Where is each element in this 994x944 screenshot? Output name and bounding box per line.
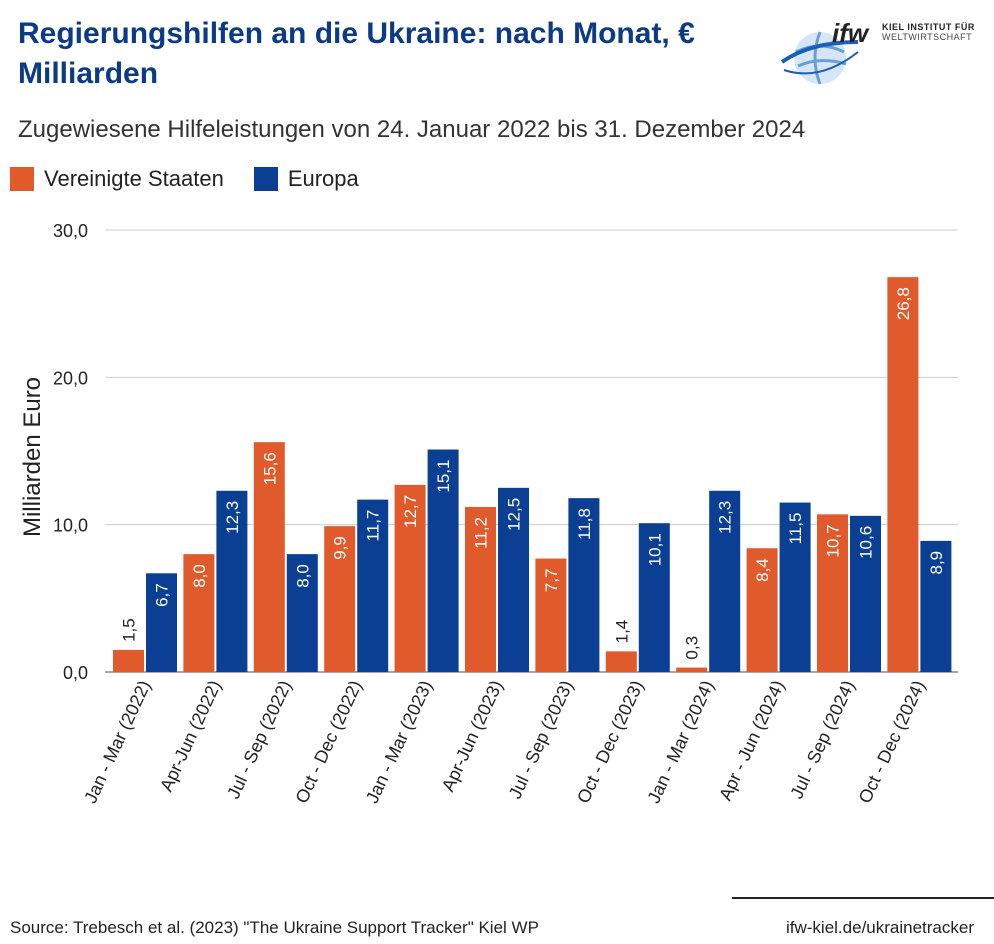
data-label: 11,8 [575, 508, 594, 540]
data-label: 15,6 [260, 452, 279, 485]
bar [498, 487, 529, 672]
data-label: 1,4 [612, 620, 631, 644]
x-tick-label: Jul - Sep (2023) [505, 677, 577, 802]
bar-chart: 0,0 10,0 20,0 30,0 Milliarden Euro 1,5 6,7 Jan … [19, 221, 958, 806]
logo-line-1: KIEL INSTITUT FÜR [882, 22, 975, 32]
bar [605, 651, 637, 672]
data-label: 1,5 [120, 618, 139, 642]
bar [465, 506, 496, 672]
bar [427, 449, 459, 672]
legend-swatch-us [10, 167, 34, 191]
data-label: 6,7 [153, 583, 172, 607]
x-tick-label: Oct - Dec (2022) [291, 677, 365, 806]
legend-label-us: Vereinigte Staaten [44, 166, 224, 191]
y-tick-label: 10,0 [53, 516, 88, 536]
source-note: Source: Trebesch et al. (2023) "The Ukra… [10, 918, 539, 937]
legend-label-europe: Europa [287, 166, 359, 191]
legend-swatch-europe [253, 167, 278, 191]
x-tick-label: Jan - Mar (2022) [80, 677, 154, 806]
bar [113, 649, 144, 672]
bar [638, 523, 670, 672]
data-label: 10,7 [824, 524, 843, 557]
x-tick-label: Apr - Jun (2024) [715, 677, 788, 803]
x-tick-label: Apr-Jun (2022) [156, 677, 225, 794]
bar [146, 573, 177, 672]
x-tick-label: Jul - Sep (2024) [786, 677, 858, 802]
bar [746, 548, 778, 672]
data-label: 12,7 [401, 495, 420, 528]
y-tick-label: 30,0 [53, 221, 88, 241]
bar [887, 277, 919, 672]
bar [394, 484, 426, 672]
bar [535, 558, 567, 672]
data-label: 12,3 [716, 501, 735, 534]
data-label: 8,9 [927, 551, 946, 575]
bar [253, 442, 285, 672]
data-label: 8,0 [190, 564, 209, 588]
bar [286, 554, 318, 672]
legend-item-us: Vereinigte Staaten [10, 166, 224, 192]
bar [568, 498, 600, 672]
bar [216, 490, 248, 672]
bar [183, 554, 215, 672]
data-label: 10,1 [645, 533, 664, 566]
bar [817, 514, 848, 672]
x-tick-label: Apr-Jun (2023) [438, 677, 507, 794]
bar [676, 667, 708, 672]
bar [357, 499, 389, 672]
data-label: 10,6 [857, 526, 876, 559]
data-label: 12,5 [505, 498, 524, 531]
y-axis-label: Milliarden Euro [19, 377, 46, 537]
data-label: 8,4 [753, 558, 772, 582]
legend-item-europe: Europa [253, 166, 359, 192]
data-label: 15,1 [434, 460, 453, 493]
logo-institute-name: KIEL INSTITUT FÜR WELTWIRTSCHAFT [882, 22, 975, 42]
data-label: 11,7 [364, 510, 383, 542]
bar [850, 515, 881, 672]
data-label: 9,9 [331, 536, 350, 560]
data-label: 11,5 [786, 513, 805, 545]
data-label: 0,3 [683, 636, 702, 660]
x-tick-label: Oct - Dec (2023) [573, 677, 647, 806]
data-label: 11,2 [472, 517, 491, 549]
x-tick-label: Jul - Sep (2022) [223, 677, 295, 802]
footer-divider [732, 897, 994, 899]
bar [779, 502, 811, 672]
y-tick-label: 0,0 [63, 663, 88, 683]
data-label: 8,0 [293, 564, 312, 588]
bar [709, 490, 741, 672]
logo-wordmark: ifw [832, 18, 869, 48]
ifw-logo: ifw KIEL INSTITUT FÜR WELTWIRTSCHAFT [780, 12, 990, 92]
globe-icon [780, 31, 859, 85]
bar [920, 540, 952, 672]
data-label: 26,8 [894, 287, 913, 320]
source-url: ifw-kiel.de/ukrainetracker [785, 918, 974, 937]
data-label: 7,7 [542, 569, 561, 593]
x-tick-label: Jan - Mar (2023) [362, 677, 436, 806]
chart-legend: Vereinigte Staaten Europa [10, 166, 389, 192]
y-tick-label: 20,0 [53, 368, 88, 388]
chart-subtitle: Zugewiesene Hilfeleistungen von 24. Janu… [18, 116, 806, 143]
bar [324, 526, 356, 672]
chart-title: Regierungshilfen an die Ukraine: nach Mo… [18, 17, 695, 90]
data-label: 12,3 [223, 501, 242, 534]
x-tick-label: Oct - Dec (2024) [855, 677, 929, 806]
logo-line-2: WELTWIRTSCHAFT [882, 32, 973, 42]
x-tick-label: Jan - Mar (2024) [643, 677, 717, 806]
